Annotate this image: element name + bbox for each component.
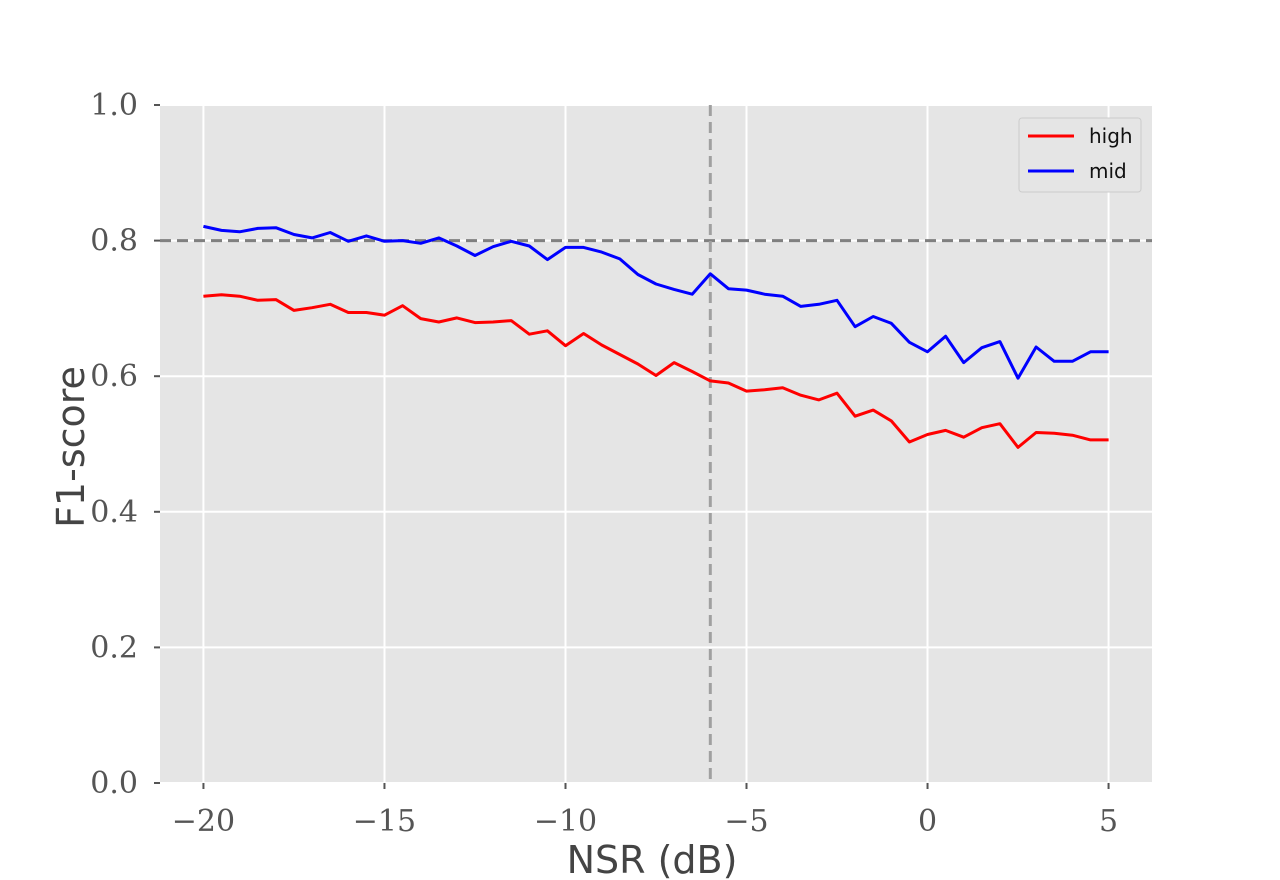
legend-label-high: high [1089, 124, 1133, 148]
y-tick-label: 0.8 [90, 224, 138, 259]
x-axis-ticks: −20 −15 −10 −5 0 5 [172, 783, 1118, 839]
series-layer [203, 224, 1109, 449]
x-tick-label: −15 [353, 804, 416, 839]
y-tick-label: 1.0 [90, 88, 138, 123]
series-line-high [203, 293, 1109, 449]
series-line-mid [203, 224, 1109, 380]
x-axis-title: NSR (dB) [567, 838, 738, 880]
reference-lines [160, 105, 1152, 783]
y-axis-title: F1-score [49, 366, 93, 528]
y-tick-label: 0.0 [90, 766, 138, 801]
x-tick-label: −20 [172, 804, 235, 839]
plot-background [160, 105, 1152, 783]
y-tick-label: 0.6 [90, 359, 138, 394]
x-tick-label: −10 [534, 804, 597, 839]
legend: high mid [1018, 117, 1142, 193]
y-axis-ticks: 0.0 0.2 0.4 0.6 0.8 1.0 [90, 88, 160, 801]
x-tick-label: 5 [1099, 804, 1118, 839]
legend-label-mid: mid [1089, 159, 1127, 183]
y-tick-label: 0.4 [90, 495, 138, 530]
x-tick-label: −5 [724, 804, 768, 839]
y-tick-label: 0.2 [90, 630, 138, 665]
x-tick-label: 0 [918, 804, 937, 839]
